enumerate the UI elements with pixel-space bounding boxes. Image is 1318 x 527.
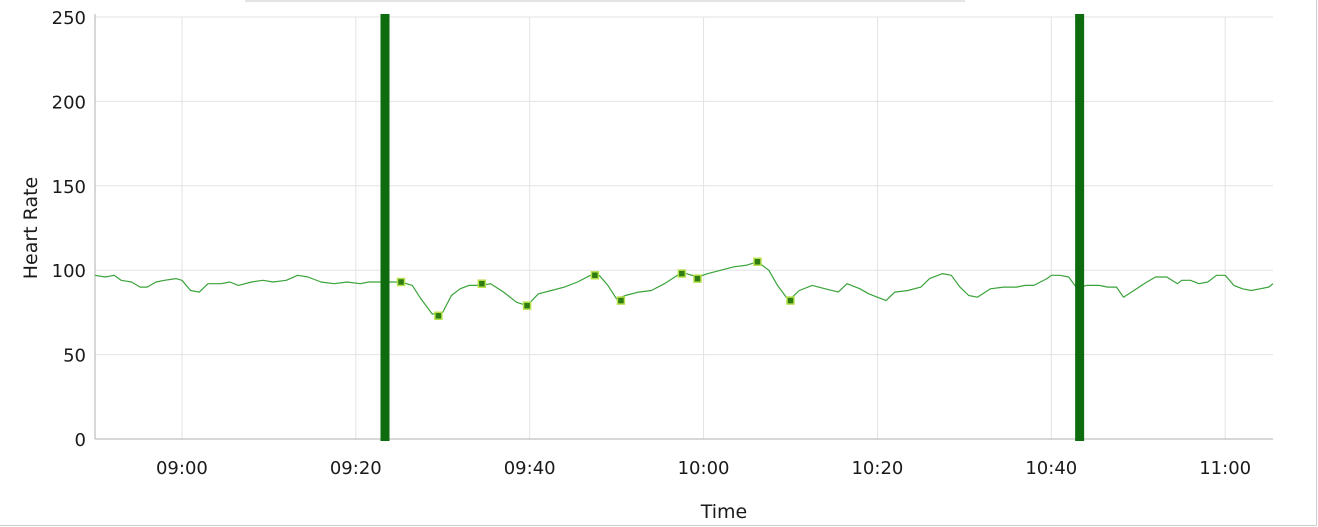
data-point-marker [753,257,762,267]
data-point-marker [396,277,406,287]
y-tick-label: 50 [63,346,86,367]
x-tick-label: 10:20 [851,458,903,479]
x-tick-label: 10:40 [1025,458,1077,479]
data-point-marker [677,269,687,278]
y-tick-label: 0 [75,430,86,451]
vertical-markers [380,14,1085,441]
x-tick-label: 11:00 [1199,458,1251,479]
series-layer [94,261,1274,315]
vertical-marker-bar [1075,14,1085,441]
grid-lines [95,16,1273,439]
x-tick-label: 09:00 [156,458,208,479]
y-axis-title: Heart Rate [20,177,42,280]
y-tick-label: 200 [52,92,86,113]
axes [94,14,1273,440]
y-axis-ticks: 0 50 100 150 200 250 [52,8,86,451]
x-tick-label: 09:40 [504,458,556,479]
data-point-marker [522,301,532,310]
heart-rate-line [94,261,1274,315]
x-axis-ticks: 09:00 09:20 09:40 10:00 10:20 10:40 11:00 [156,458,1251,479]
point-markers [396,257,795,321]
data-point-marker [434,311,443,321]
vertical-marker-bar [380,14,390,441]
data-point-marker [786,296,795,305]
data-point-marker [616,296,626,305]
y-tick-label: 100 [52,261,86,282]
y-tick-label: 250 [52,8,86,29]
y-tick-label: 150 [52,177,86,198]
x-axis-title: Time [700,501,748,523]
x-tick-label: 10:00 [678,458,730,479]
data-point-marker [693,274,702,283]
x-tick-label: 09:20 [330,458,382,479]
top-scroll-track [245,0,965,2]
data-point-marker [590,271,600,280]
data-point-marker [477,279,487,288]
